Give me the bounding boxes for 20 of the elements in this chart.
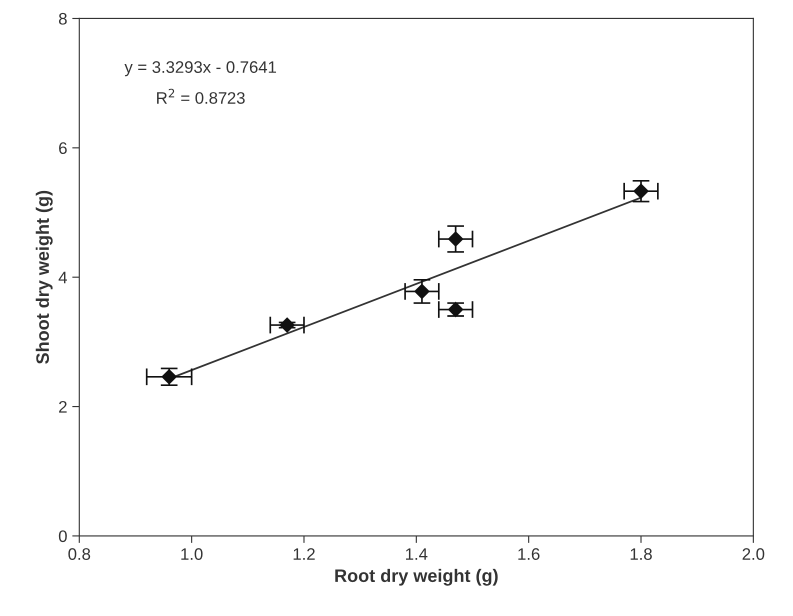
x-tick-label: 1.4 <box>406 548 428 560</box>
point <box>414 284 430 299</box>
x-axis-title: Root dry weight (g) <box>335 568 498 586</box>
annotation: y = 3.3293x - 0.7641 <box>124 61 276 76</box>
x-tick-label: 1.2 <box>294 548 315 560</box>
y-tick-label: 6 <box>59 142 67 154</box>
y-tick-label: 8 <box>58 12 67 25</box>
annotation: R$^{2}$ = 0.8723 <box>157 88 245 104</box>
y-tick-label: 4 <box>58 272 68 284</box>
point <box>448 231 464 247</box>
x-tick-label: 1.0 <box>181 548 203 560</box>
y-axis-title: Shoot dry weight (g) <box>36 190 53 364</box>
x-tick-label: 1.8 <box>630 548 652 560</box>
y-tick-label: 0 <box>58 530 67 542</box>
y-tick-label: 2 <box>59 400 67 413</box>
x-tick-label: 0.8 <box>68 548 90 560</box>
x-tick-label: 1.6 <box>518 548 540 560</box>
point <box>633 184 649 199</box>
point <box>280 317 295 333</box>
x-tick-label: 2.0 <box>742 548 764 560</box>
